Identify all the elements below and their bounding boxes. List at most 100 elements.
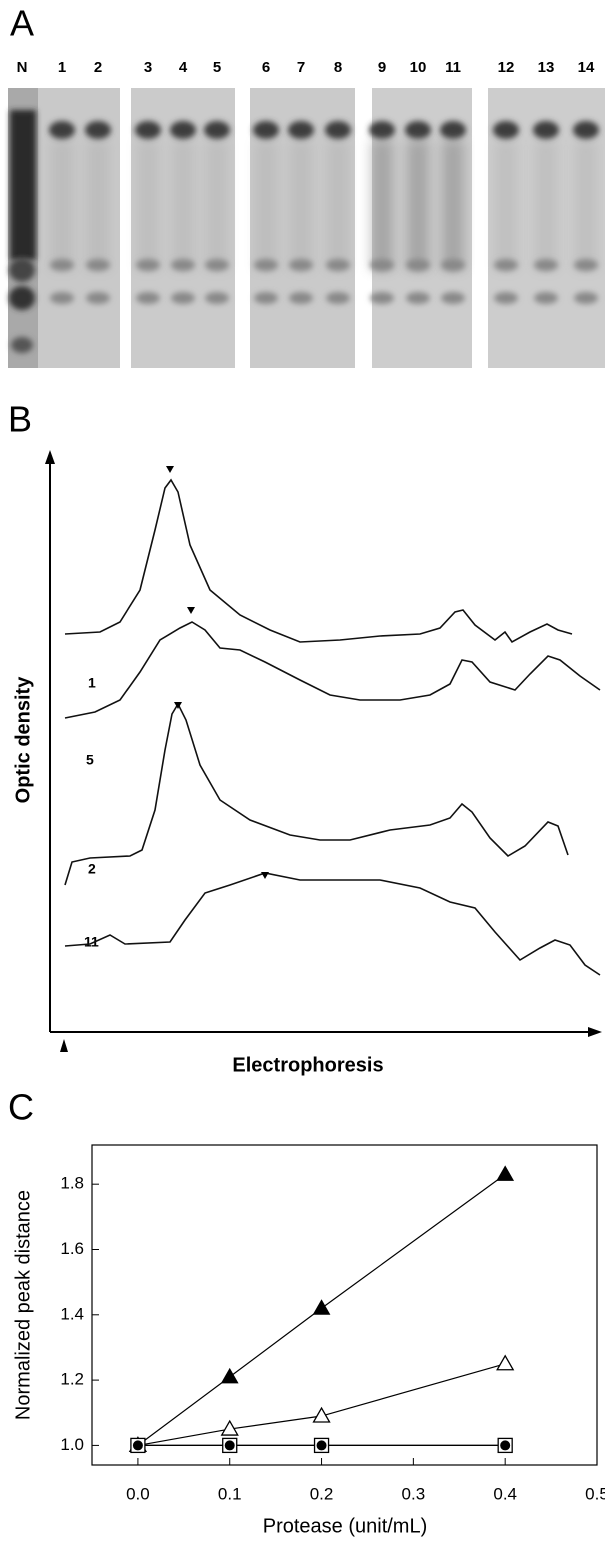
gel-smear <box>255 140 277 270</box>
density-trace <box>64 621 601 719</box>
gel-band <box>534 292 558 304</box>
marker <box>316 1440 327 1451</box>
gel-band <box>441 292 465 304</box>
gel-band <box>135 121 161 139</box>
marker <box>224 1440 235 1451</box>
trace-label: 1 <box>88 675 96 691</box>
gel-band <box>534 259 558 271</box>
panel-label: B <box>8 399 32 440</box>
peak-marker <box>166 466 174 473</box>
gel-band <box>86 292 110 304</box>
gel-band <box>533 121 559 139</box>
lane-label: 3 <box>144 59 152 76</box>
panel-label: A <box>10 3 34 44</box>
gel-band <box>50 292 74 304</box>
peak-marker <box>261 872 269 879</box>
gel-smear <box>371 140 393 270</box>
gel-band <box>370 292 394 304</box>
trace-label: 5 <box>86 752 94 768</box>
gel-band <box>405 121 431 139</box>
gel-smear <box>172 140 194 270</box>
gel-smear <box>51 140 73 270</box>
density-trace <box>64 702 569 886</box>
gel-smear <box>575 140 597 270</box>
peak-marker <box>187 607 195 614</box>
gel-smear <box>327 140 349 270</box>
gel-smear <box>206 140 228 270</box>
gel-band <box>9 286 35 310</box>
x-tick-label: 0.4 <box>493 1484 517 1503</box>
lane-label: 14 <box>578 59 595 76</box>
y-tick-label: 1.8 <box>60 1174 84 1193</box>
lane-label: 1 <box>58 59 66 76</box>
peak-marker <box>174 702 182 709</box>
gel-band <box>136 259 160 271</box>
gel-band <box>171 292 195 304</box>
gel-band <box>204 121 230 139</box>
gel-band <box>253 121 279 139</box>
gel-band <box>50 259 74 271</box>
arrowhead <box>588 1027 602 1037</box>
gel-band <box>85 121 111 139</box>
gel-smear <box>290 140 312 270</box>
x-axis-label: Electrophoresis <box>232 1054 383 1076</box>
trace-label: 2 <box>88 861 96 877</box>
lane-label: 10 <box>410 59 427 76</box>
marker <box>132 1440 143 1451</box>
gel-band <box>205 292 229 304</box>
gel-band <box>325 121 351 139</box>
lane-label: 13 <box>538 59 555 76</box>
lane-label: 12 <box>498 59 515 76</box>
lane-label: N <box>17 59 28 76</box>
lane-label: 6 <box>262 59 270 76</box>
gel-band <box>406 259 430 271</box>
marker <box>500 1440 511 1451</box>
gel-band <box>289 292 313 304</box>
marker <box>496 1165 515 1181</box>
gel-band <box>493 121 519 139</box>
trace-label: 11 <box>84 934 99 950</box>
series-line <box>137 1173 506 1446</box>
gel-smear <box>442 140 464 270</box>
gel-band <box>289 259 313 271</box>
gel-band <box>574 259 598 271</box>
gel-band <box>440 121 466 139</box>
gel-band <box>171 259 195 271</box>
origin-marker <box>60 1039 68 1052</box>
gel-band <box>369 121 395 139</box>
gel-band <box>370 259 394 271</box>
gel-band <box>136 292 160 304</box>
lane-label: 7 <box>297 59 305 76</box>
marker <box>220 1419 239 1436</box>
density-trace <box>64 478 573 644</box>
gel-band <box>494 292 518 304</box>
gel-smear <box>137 140 159 270</box>
lane-label: 11 <box>445 59 461 76</box>
gel-band <box>574 292 598 304</box>
arrowhead <box>45 450 55 464</box>
x-tick-label: 0.5 <box>585 1484 605 1503</box>
y-tick-label: 1.6 <box>60 1239 84 1258</box>
lane-label: 8 <box>334 59 342 76</box>
marker <box>496 1354 515 1371</box>
lane-label: 9 <box>378 59 386 76</box>
lane-label: 4 <box>179 59 188 76</box>
y-tick-label: 1.4 <box>60 1304 84 1323</box>
density-trace <box>64 872 601 976</box>
gel-band <box>573 121 599 139</box>
gel-band <box>441 259 465 271</box>
lane-label: 2 <box>94 59 102 76</box>
y-tick-label: 1.0 <box>60 1435 84 1454</box>
gel-smear <box>87 140 109 270</box>
marker <box>312 1299 331 1315</box>
gel-band <box>86 259 110 271</box>
gel-band <box>406 292 430 304</box>
x-tick-label: 0.2 <box>310 1484 334 1503</box>
y-axis-label: Optic density <box>12 676 34 804</box>
lane-label: 5 <box>213 59 221 76</box>
gel-band <box>205 259 229 271</box>
y-axis-label: Normalized peak distance <box>12 1190 34 1420</box>
gel-band <box>326 259 350 271</box>
gel-band <box>11 337 33 353</box>
